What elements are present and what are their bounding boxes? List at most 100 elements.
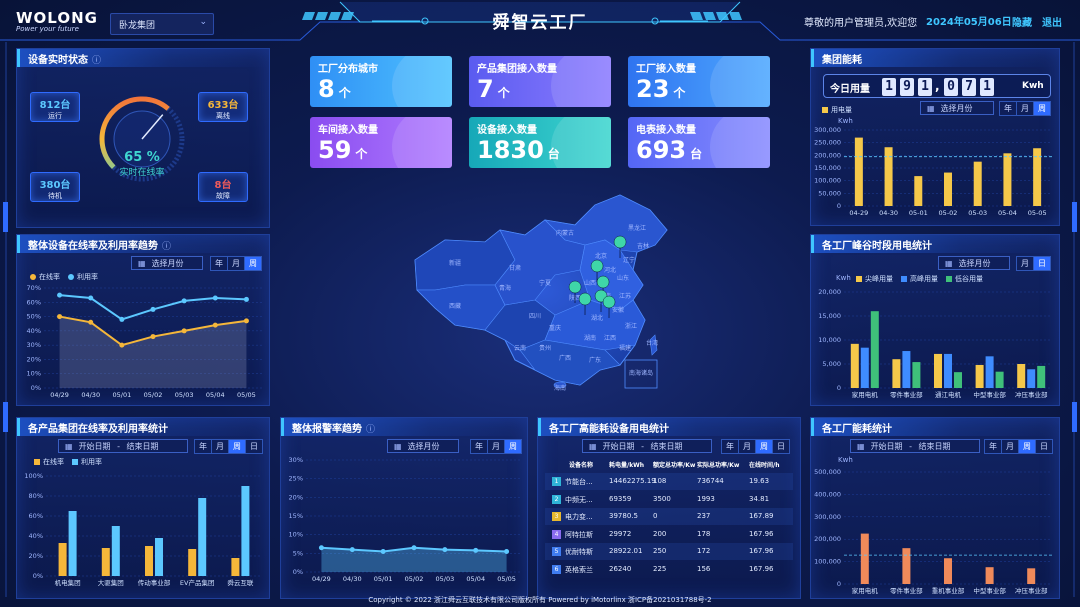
data-point[interactable] [181, 328, 187, 334]
legend-item[interactable]: 利用率 [72, 458, 102, 466]
bar[interactable] [1017, 364, 1026, 388]
bar[interactable] [58, 543, 67, 576]
period-option[interactable]: 周 [245, 257, 261, 270]
data-point[interactable] [150, 306, 156, 312]
bar[interactable] [914, 176, 923, 206]
data-point[interactable] [212, 295, 218, 301]
table-row[interactable]: 4 阿特拉斯 29972 200 178 167.96 [545, 526, 793, 543]
data-point[interactable] [473, 547, 479, 553]
period-option[interactable]: 月 [739, 440, 756, 453]
bar[interactable] [995, 371, 1004, 388]
period-option[interactable]: 年 [722, 440, 739, 453]
period-option[interactable]: 周 [1034, 102, 1050, 115]
period-option[interactable]: 年 [211, 257, 228, 270]
table-row[interactable]: 1 节能台... 14462275.19 108 736744 19.63 [545, 473, 793, 490]
bar[interactable] [1003, 153, 1012, 206]
period-option[interactable]: 年 [471, 440, 488, 453]
bar[interactable] [902, 548, 911, 584]
map-pin[interactable] [613, 235, 627, 259]
bar[interactable] [854, 137, 863, 206]
bar[interactable] [188, 549, 197, 576]
info-icon[interactable]: ⓘ [92, 56, 102, 66]
bar[interactable] [860, 533, 869, 584]
date-range-picker[interactable]: ▦ 开始日期 - 结束日期 [58, 439, 188, 453]
bar[interactable] [954, 372, 962, 388]
bar[interactable] [1033, 148, 1042, 206]
data-point[interactable] [349, 547, 355, 553]
hide-button[interactable]: 隐藏 [1012, 18, 1032, 29]
period-option[interactable]: 月 [228, 257, 245, 270]
data-point[interactable] [380, 548, 386, 554]
bar[interactable] [231, 558, 240, 576]
period-option[interactable]: 周 [229, 440, 246, 453]
bar[interactable] [975, 364, 984, 388]
data-point[interactable] [318, 545, 324, 551]
month-picker[interactable]: ▦ 选择月份 [387, 439, 459, 453]
period-option[interactable]: 周 [756, 440, 773, 453]
table-row[interactable]: 3 电力变... 39780.5 0 237 167.89 [545, 508, 793, 525]
data-point[interactable] [442, 547, 448, 553]
bar[interactable] [145, 546, 153, 576]
data-point[interactable] [243, 296, 249, 302]
period-option[interactable]: 日 [1034, 257, 1050, 270]
period-option[interactable]: 年 [1000, 102, 1017, 115]
bar[interactable] [111, 526, 120, 576]
month-picker[interactable]: ▦ 选择月份 [131, 256, 203, 270]
period-option[interactable]: 日 [246, 440, 262, 453]
bar[interactable] [1027, 568, 1036, 584]
bar[interactable] [1037, 365, 1046, 388]
legend-item[interactable]: 在线率 [30, 273, 60, 281]
bar[interactable] [973, 161, 982, 206]
bar[interactable] [892, 359, 901, 388]
legend-item[interactable]: 低谷用量 [946, 275, 983, 283]
bar[interactable] [870, 311, 879, 388]
table-row[interactable]: 2 中频无... 69359 3500 1993 34.81 [545, 491, 793, 508]
legend-item[interactable]: 利用率 [68, 273, 98, 281]
period-option[interactable]: 周 [505, 440, 521, 453]
data-point[interactable] [150, 334, 156, 340]
data-point[interactable] [243, 318, 249, 324]
legend-item[interactable]: 在线率 [34, 458, 64, 466]
bar[interactable] [850, 343, 859, 388]
bar[interactable] [944, 172, 952, 206]
info-icon[interactable]: ⓘ [366, 425, 376, 435]
map-pin[interactable] [594, 289, 608, 313]
data-point[interactable] [119, 316, 125, 322]
bar[interactable] [198, 498, 207, 576]
bar[interactable] [155, 538, 163, 576]
period-option[interactable]: 月 [1017, 257, 1034, 270]
bar[interactable] [241, 486, 250, 576]
data-point[interactable] [119, 342, 125, 348]
legend-item[interactable]: 尖峰用量 [856, 275, 893, 283]
month-picker[interactable]: ▦ 选择月份 [920, 101, 994, 115]
period-option[interactable]: 年 [985, 440, 1002, 453]
period-option[interactable]: 月 [1002, 440, 1019, 453]
bar[interactable] [1027, 369, 1036, 388]
info-icon[interactable]: ⓘ [162, 242, 172, 252]
data-point[interactable] [88, 295, 94, 301]
table-row[interactable]: 5 优耐特斯 28922.01 250 172 167.96 [545, 543, 793, 560]
period-option[interactable]: 日 [1036, 440, 1052, 453]
map-pin[interactable] [602, 295, 616, 319]
period-option[interactable]: 日 [773, 440, 789, 453]
map-pin[interactable] [568, 280, 582, 304]
bar[interactable] [912, 362, 921, 388]
legend-item[interactable]: 高峰用量 [901, 275, 938, 283]
period-option[interactable]: 周 [1019, 440, 1036, 453]
data-point[interactable] [57, 292, 63, 298]
logout-button[interactable]: 退出 [1042, 18, 1062, 29]
data-point[interactable] [88, 319, 94, 325]
table-row[interactable]: 6 英格索兰 26240 225 156 167.96 [545, 561, 793, 578]
data-point[interactable] [181, 298, 187, 304]
bar[interactable] [902, 351, 911, 388]
month-picker[interactable]: ▦ 选择月份 [938, 256, 1010, 270]
group-select[interactable]: 卧龙集团 ⌄ [110, 13, 214, 35]
data-point[interactable] [212, 322, 218, 328]
period-option[interactable]: 月 [488, 440, 505, 453]
map-pin[interactable] [578, 292, 592, 316]
data-point[interactable] [411, 545, 417, 551]
period-option[interactable]: 年 [195, 440, 212, 453]
bar[interactable] [101, 548, 110, 576]
date-range-picker[interactable]: ▦ 开始日期 - 结束日期 [850, 439, 980, 453]
bar[interactable] [884, 147, 893, 206]
